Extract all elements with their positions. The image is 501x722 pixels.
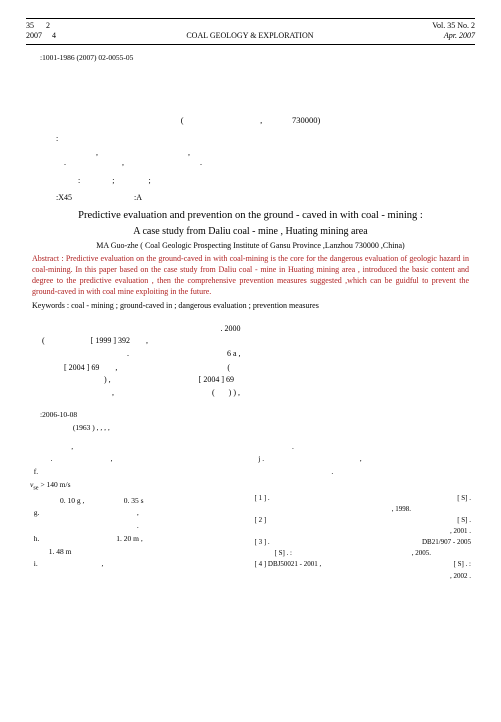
header-row2: 2007 4 COAL GEOLOGY & EXPLORATION Apr. 2…	[26, 31, 475, 41]
english-abstract: Abstract : Predictive evaluation on the …	[32, 254, 469, 297]
cn-affiliation: ( , 730000)	[26, 115, 475, 126]
item-spacer: ,	[30, 442, 247, 452]
ref-4: [ 4 ] DBJ50021 - 2001 ,[ S] . :	[255, 560, 472, 569]
ref-1: [ 1 ] .[ S] .	[255, 494, 472, 503]
header-left-row2: 2007 4	[26, 31, 56, 41]
ref-2b: , 2001 .	[255, 527, 472, 536]
left-column: , . , f. vse > 140 m/s 0. 10 g , 0. 35 s…	[26, 439, 251, 583]
english-title: Predictive evaluation and prevention on …	[26, 209, 475, 223]
ref-4b: , 2002 .	[255, 572, 472, 581]
ref-2: [ 2 ][ S] .	[255, 516, 472, 525]
ref-3: [ 3 ] .DB21/907 - 2005	[255, 538, 472, 547]
item-j: j . ,	[255, 454, 472, 464]
item-jdots: .	[255, 467, 472, 477]
item-dots1: . ,	[30, 454, 247, 464]
item-g: g. ,	[30, 508, 247, 518]
cn-keywords: : ; ;	[56, 176, 475, 186]
cn-abstract-body: , , . , .	[56, 148, 475, 169]
item-rspacer: .	[255, 442, 472, 452]
journal-title: COAL GEOLOGY & EXPLORATION	[56, 31, 444, 41]
para1b: ( [ 1999 ] 392 ,	[36, 336, 241, 346]
para2b: ) , [ 2004 ] 69	[36, 375, 241, 385]
english-keywords: Keywords : coal - mining ; ground-caved …	[32, 301, 469, 311]
cn-abstract: :	[56, 134, 475, 144]
header-left-row1: 35 2	[26, 21, 50, 31]
item-g-vals: 0. 10 g , 0. 35 s	[30, 496, 247, 506]
para1: . 2000	[36, 324, 241, 334]
mid-section: . 2000 ( [ 1999 ] 392 , . 6 a , [ 2004 ]…	[26, 322, 475, 400]
cn-author-blank	[26, 98, 475, 110]
right-column: . j . , . [ 1 ] .[ S] . , 1998. [ 2 ][ S…	[251, 439, 476, 583]
author-bio: (1963 ) , , , ,	[56, 423, 475, 433]
header-divider	[26, 44, 475, 45]
item-dots2: .	[30, 521, 247, 531]
item-h: h. 1. 20 m ,	[30, 534, 247, 544]
article-id: :1001-1986 (2007) 02-0055-05	[40, 53, 475, 63]
para1c: . 6 a ,	[36, 349, 241, 359]
para2c: , ( ) ) ,	[36, 388, 241, 398]
doc-code: :A	[134, 193, 142, 202]
para2: [ 2004 ] 69 , (	[36, 363, 241, 373]
header-right-row1: Vol. 35 No. 2	[432, 21, 475, 31]
item-h2: 1. 48 m	[30, 547, 247, 557]
class-code: :X45	[56, 193, 72, 202]
mid-left: . 2000 ( [ 1999 ] 392 , . 6 a , [ 2004 ]…	[26, 322, 251, 400]
header-row1: 35 2 Vol. 35 No. 2	[26, 18, 475, 31]
item-vs: vse > 140 m/s	[30, 480, 247, 493]
ref-1b: , 1998.	[255, 505, 472, 514]
item-i: i. ,	[30, 559, 247, 569]
ref-3b: [ S] . :, 2005.	[255, 549, 472, 558]
classification: :X45 :A	[56, 193, 475, 203]
item-f: f.	[30, 467, 247, 477]
english-author: MA Guo-zhe ( Coal Geologic Prospecting I…	[26, 241, 475, 251]
header-right-row2: Apr. 2007	[444, 31, 475, 41]
english-subtitle: A case study from Daliu coal - mine , Hu…	[26, 225, 475, 238]
received-date: :2006-10-08	[40, 410, 475, 420]
body-columns: , . , f. vse > 140 m/s 0. 10 g , 0. 35 s…	[26, 439, 475, 583]
